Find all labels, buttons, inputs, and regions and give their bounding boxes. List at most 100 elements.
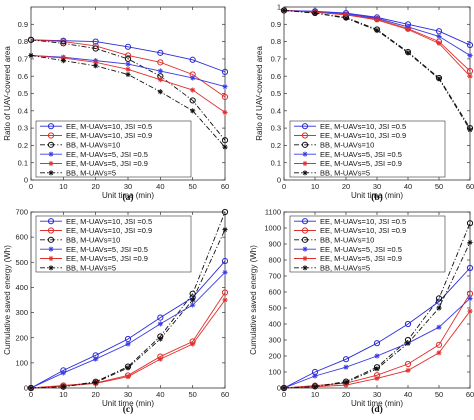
y-tick-label: 800 <box>268 256 281 265</box>
series-line <box>283 267 471 389</box>
legend-label: EE, M-UAVs=10, JSI =0.5 <box>320 122 406 131</box>
data-point <box>93 356 99 362</box>
y-tick-label: 300 <box>15 308 28 317</box>
y-tick-label: 0.7 <box>271 55 281 64</box>
panel-label: (b) <box>371 192 383 203</box>
data-point <box>190 87 196 93</box>
data-point <box>60 38 67 45</box>
data-point <box>60 370 66 376</box>
data-point <box>157 336 163 342</box>
x-tick-label: 30 <box>124 390 132 399</box>
legend-swatch-marker <box>48 170 54 176</box>
data-point <box>93 63 99 69</box>
legend-label: EE, M-UAVs=10, JSI =0.9 <box>66 226 152 235</box>
x-tick-label: 60 <box>466 182 474 191</box>
data-point <box>27 36 35 43</box>
data-point <box>222 144 228 150</box>
legend-label: BB, M-UAVs=5 <box>320 263 370 272</box>
y-tick-label: 1100 <box>265 208 281 217</box>
data-point <box>189 97 196 104</box>
x-tick-label: 40 <box>404 182 412 191</box>
y-tick-label: 700 <box>15 208 28 217</box>
legend-label: BB, M-UAVs=5 <box>320 168 370 177</box>
legend-label: EE, M-UAVs=5, JSI =0.9 <box>320 254 402 263</box>
legend-swatch-marker <box>302 160 308 167</box>
data-point <box>467 308 473 314</box>
legend-swatch-marker <box>47 141 55 148</box>
data-point <box>60 58 66 64</box>
data-point <box>157 59 164 66</box>
data-point <box>125 374 131 380</box>
y-tick-label: 0 <box>24 176 28 185</box>
y-tick-label: 0.9 <box>271 20 281 29</box>
legend-label: EE, M-UAVs=10, JSI =0.5 <box>66 122 152 131</box>
x-tick-label: 20 <box>342 182 350 191</box>
data-point <box>190 75 196 81</box>
y-tick-label: 300 <box>268 336 281 345</box>
x-tick-label: 50 <box>435 182 443 191</box>
data-point <box>125 66 131 72</box>
legend-label: BB, M-UAVs=10 <box>66 235 120 244</box>
data-point <box>374 17 380 23</box>
data-point <box>404 320 412 328</box>
data-point <box>342 356 350 363</box>
data-point <box>221 208 229 216</box>
legend-swatch-marker <box>302 255 308 262</box>
data-point <box>312 10 318 16</box>
legend-swatch-marker <box>47 132 55 139</box>
series-4 <box>28 269 228 391</box>
data-point <box>222 83 228 90</box>
x-tick-label: 20 <box>342 390 350 399</box>
data-point <box>221 68 229 75</box>
y-tick-label: 200 <box>268 352 281 361</box>
y-tick-label: 0.1 <box>271 158 281 167</box>
legend-label: EE, M-UAVs=10, JSI =0.5 <box>66 217 152 226</box>
x-tick-label: 40 <box>404 390 412 399</box>
y-tick-label: 0.4 <box>18 106 28 115</box>
series-6 <box>28 227 228 391</box>
data-point <box>190 341 196 347</box>
panel-label: (c) <box>123 404 134 415</box>
data-point <box>190 108 196 114</box>
y-tick-label: 0.7 <box>18 55 28 64</box>
legend-swatch-marker <box>301 123 309 130</box>
data-point <box>221 289 229 296</box>
data-point <box>467 127 473 133</box>
x-axis-label: Unit time (min) <box>351 399 403 408</box>
legend-swatch-marker <box>302 246 308 252</box>
data-point <box>157 89 163 95</box>
x-tick-label: 60 <box>221 390 229 399</box>
y-tick-label: 0.3 <box>271 124 281 133</box>
data-point <box>281 7 287 14</box>
y-tick-label: 0.8 <box>18 37 28 46</box>
data-point <box>466 264 474 272</box>
legend-label: EE, M-UAVs=10, JSI =0.9 <box>320 131 406 140</box>
legend-label: BB, M-UAVs=10 <box>320 140 374 149</box>
y-tick-label: 0.1 <box>18 158 28 167</box>
legend-swatch-marker <box>301 132 309 139</box>
data-point <box>435 341 443 348</box>
data-point <box>373 340 381 347</box>
x-tick-label: 60 <box>221 182 229 191</box>
series-line <box>30 39 226 98</box>
legend-box <box>289 120 446 178</box>
legend-box <box>35 120 192 178</box>
x-axis-label: Unit time (min) <box>102 399 154 408</box>
data-point <box>467 239 473 245</box>
legend-swatch-marker <box>47 227 55 234</box>
chart-panel-3: 0 10 20 30 40 50 600100200300400500600700Unit … <box>3 208 229 415</box>
x-tick-label: 0 <box>282 390 286 399</box>
y-tick-label: 0.6 <box>271 72 281 81</box>
data-point <box>343 15 349 21</box>
legend-label: EE, M-UAVs=5, JSI =0.5 <box>320 245 402 254</box>
y-tick-label: 0.2 <box>18 141 28 150</box>
data-point <box>435 295 443 302</box>
y-axis-label: Cumulative saved energy (Wh) <box>3 245 12 355</box>
y-tick-label: 600 <box>15 233 28 242</box>
data-point <box>28 52 34 59</box>
x-tick-label: 30 <box>373 390 381 399</box>
data-point <box>157 49 164 56</box>
y-tick-label: 0.3 <box>18 124 28 133</box>
legend-label: EE, M-UAVs=5, JSI =0.5 <box>66 245 148 254</box>
data-point <box>221 257 229 265</box>
